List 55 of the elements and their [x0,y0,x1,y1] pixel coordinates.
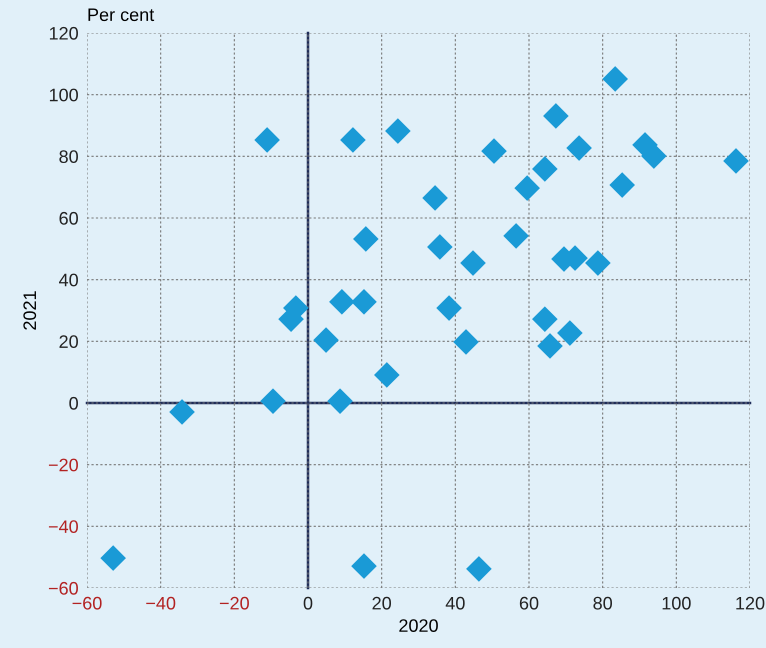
y-tick-label: −60 [48,582,78,595]
point [313,327,339,353]
y-tick-label: 20 [59,335,78,348]
point [427,234,453,260]
point [374,362,400,388]
point [543,103,569,129]
point [723,148,749,174]
point [585,250,611,276]
point [327,388,353,414]
y-tick-label: 80 [59,150,78,164]
y-tick-label: 60 [60,212,78,225]
point [453,329,479,355]
point [100,545,126,571]
point [353,226,379,252]
point [460,250,486,276]
point [351,289,377,315]
x-tick-label: 80 [593,596,612,610]
x-tick-label: 40 [446,596,465,610]
point [385,118,411,144]
point [254,127,280,153]
point [514,175,540,201]
x-tick-label: 0 [304,596,312,610]
x-tick-label: −60 [72,596,102,610]
point [169,399,195,425]
point [436,295,462,321]
y-axis-title: 2021 [23,291,36,330]
point [503,223,529,249]
point [340,127,366,153]
text: Per cent [88,8,154,22]
x-axis-title: 2020 [399,619,438,632]
x-tick-label: 100 [662,596,691,610]
x-tick-label: 60 [520,596,538,610]
point [329,289,355,315]
y-tick-label: 0 [69,396,78,410]
point [466,556,492,582]
point [609,172,635,198]
point [566,135,592,161]
point [351,553,377,579]
x-tick-label: 20 [372,596,392,610]
point [481,138,507,164]
point [602,66,628,92]
point [532,156,558,182]
x-tick-label: 120 [736,596,764,610]
x-tick-label: −20 [220,596,249,610]
y-tick-label: 120 [50,26,78,40]
point [422,185,448,211]
point [260,388,286,414]
y-tick-label: 100 [50,88,78,102]
y-tick-label: −20 [48,458,78,472]
point [557,320,583,346]
point [532,306,558,332]
y-tick-label: 40 [59,274,78,286]
x-tick-label: −40 [146,596,176,610]
y-tick-label: −40 [48,520,78,534]
point [537,333,563,359]
